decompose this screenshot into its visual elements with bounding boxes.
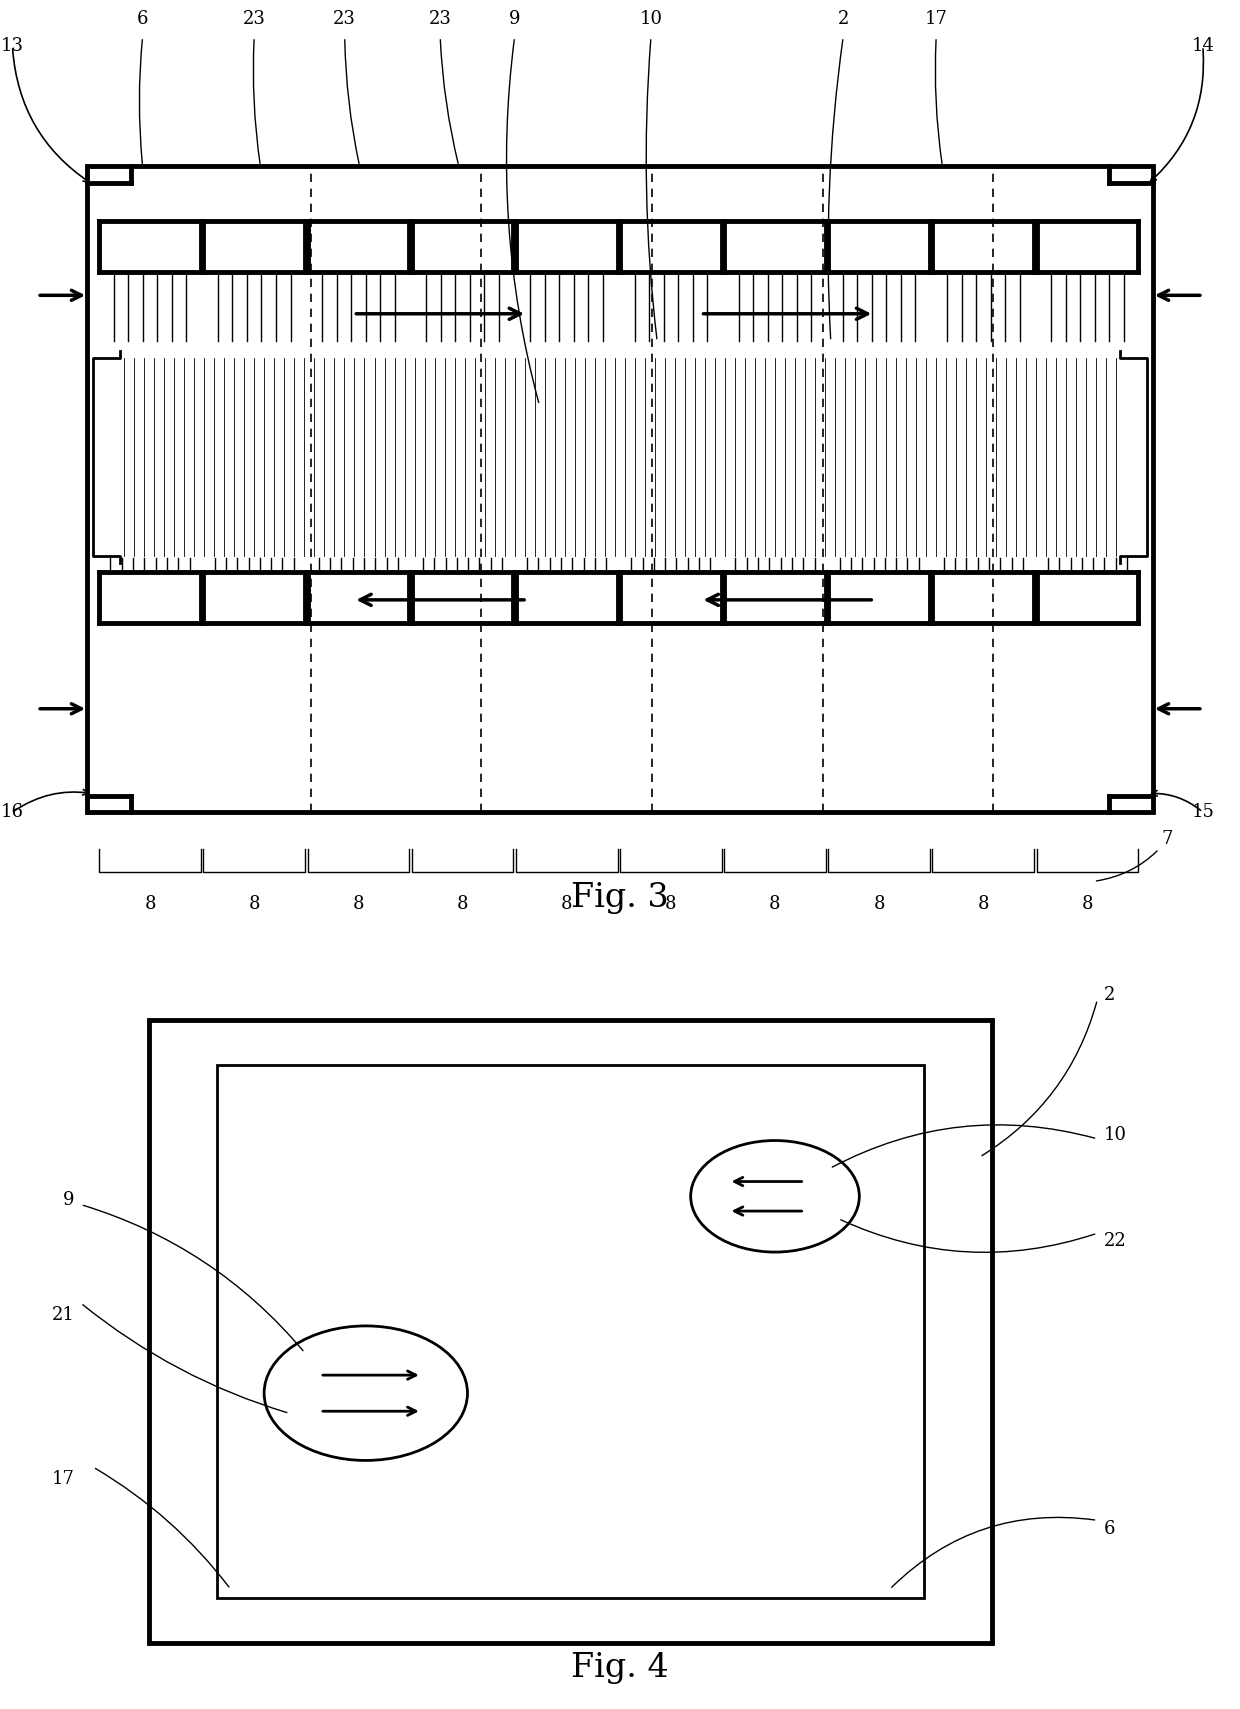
Text: 23: 23 <box>334 10 356 27</box>
Text: 8: 8 <box>560 896 573 913</box>
Text: 2: 2 <box>1104 986 1115 1005</box>
Text: Fig. 4: Fig. 4 <box>572 1653 668 1685</box>
Text: 8: 8 <box>977 896 990 913</box>
Text: 23: 23 <box>429 10 451 27</box>
Text: 9: 9 <box>63 1191 74 1210</box>
Text: Fig. 3: Fig. 3 <box>572 882 668 914</box>
Text: 10: 10 <box>640 10 662 27</box>
Text: 13: 13 <box>1 38 24 55</box>
Text: 7: 7 <box>1096 831 1173 880</box>
Text: 8: 8 <box>1081 896 1094 913</box>
Text: 21: 21 <box>52 1306 74 1324</box>
Text: 23: 23 <box>243 10 265 27</box>
Text: 15: 15 <box>1192 803 1214 820</box>
Text: 17: 17 <box>925 10 947 27</box>
Text: 6: 6 <box>136 10 149 27</box>
Text: 8: 8 <box>769 896 781 913</box>
Text: 8: 8 <box>456 896 469 913</box>
Text: 2: 2 <box>837 10 849 27</box>
Text: 14: 14 <box>1192 38 1214 55</box>
Text: 8: 8 <box>144 896 156 913</box>
Text: 8: 8 <box>873 896 885 913</box>
Text: 16: 16 <box>1 803 24 820</box>
Text: 6: 6 <box>1104 1519 1115 1538</box>
Text: 8: 8 <box>248 896 260 913</box>
Text: 9: 9 <box>508 10 521 27</box>
Text: 22: 22 <box>1104 1232 1126 1251</box>
Text: 8: 8 <box>665 896 677 913</box>
Text: 17: 17 <box>52 1470 74 1489</box>
Text: 10: 10 <box>1104 1126 1127 1143</box>
Text: 8: 8 <box>352 896 365 913</box>
